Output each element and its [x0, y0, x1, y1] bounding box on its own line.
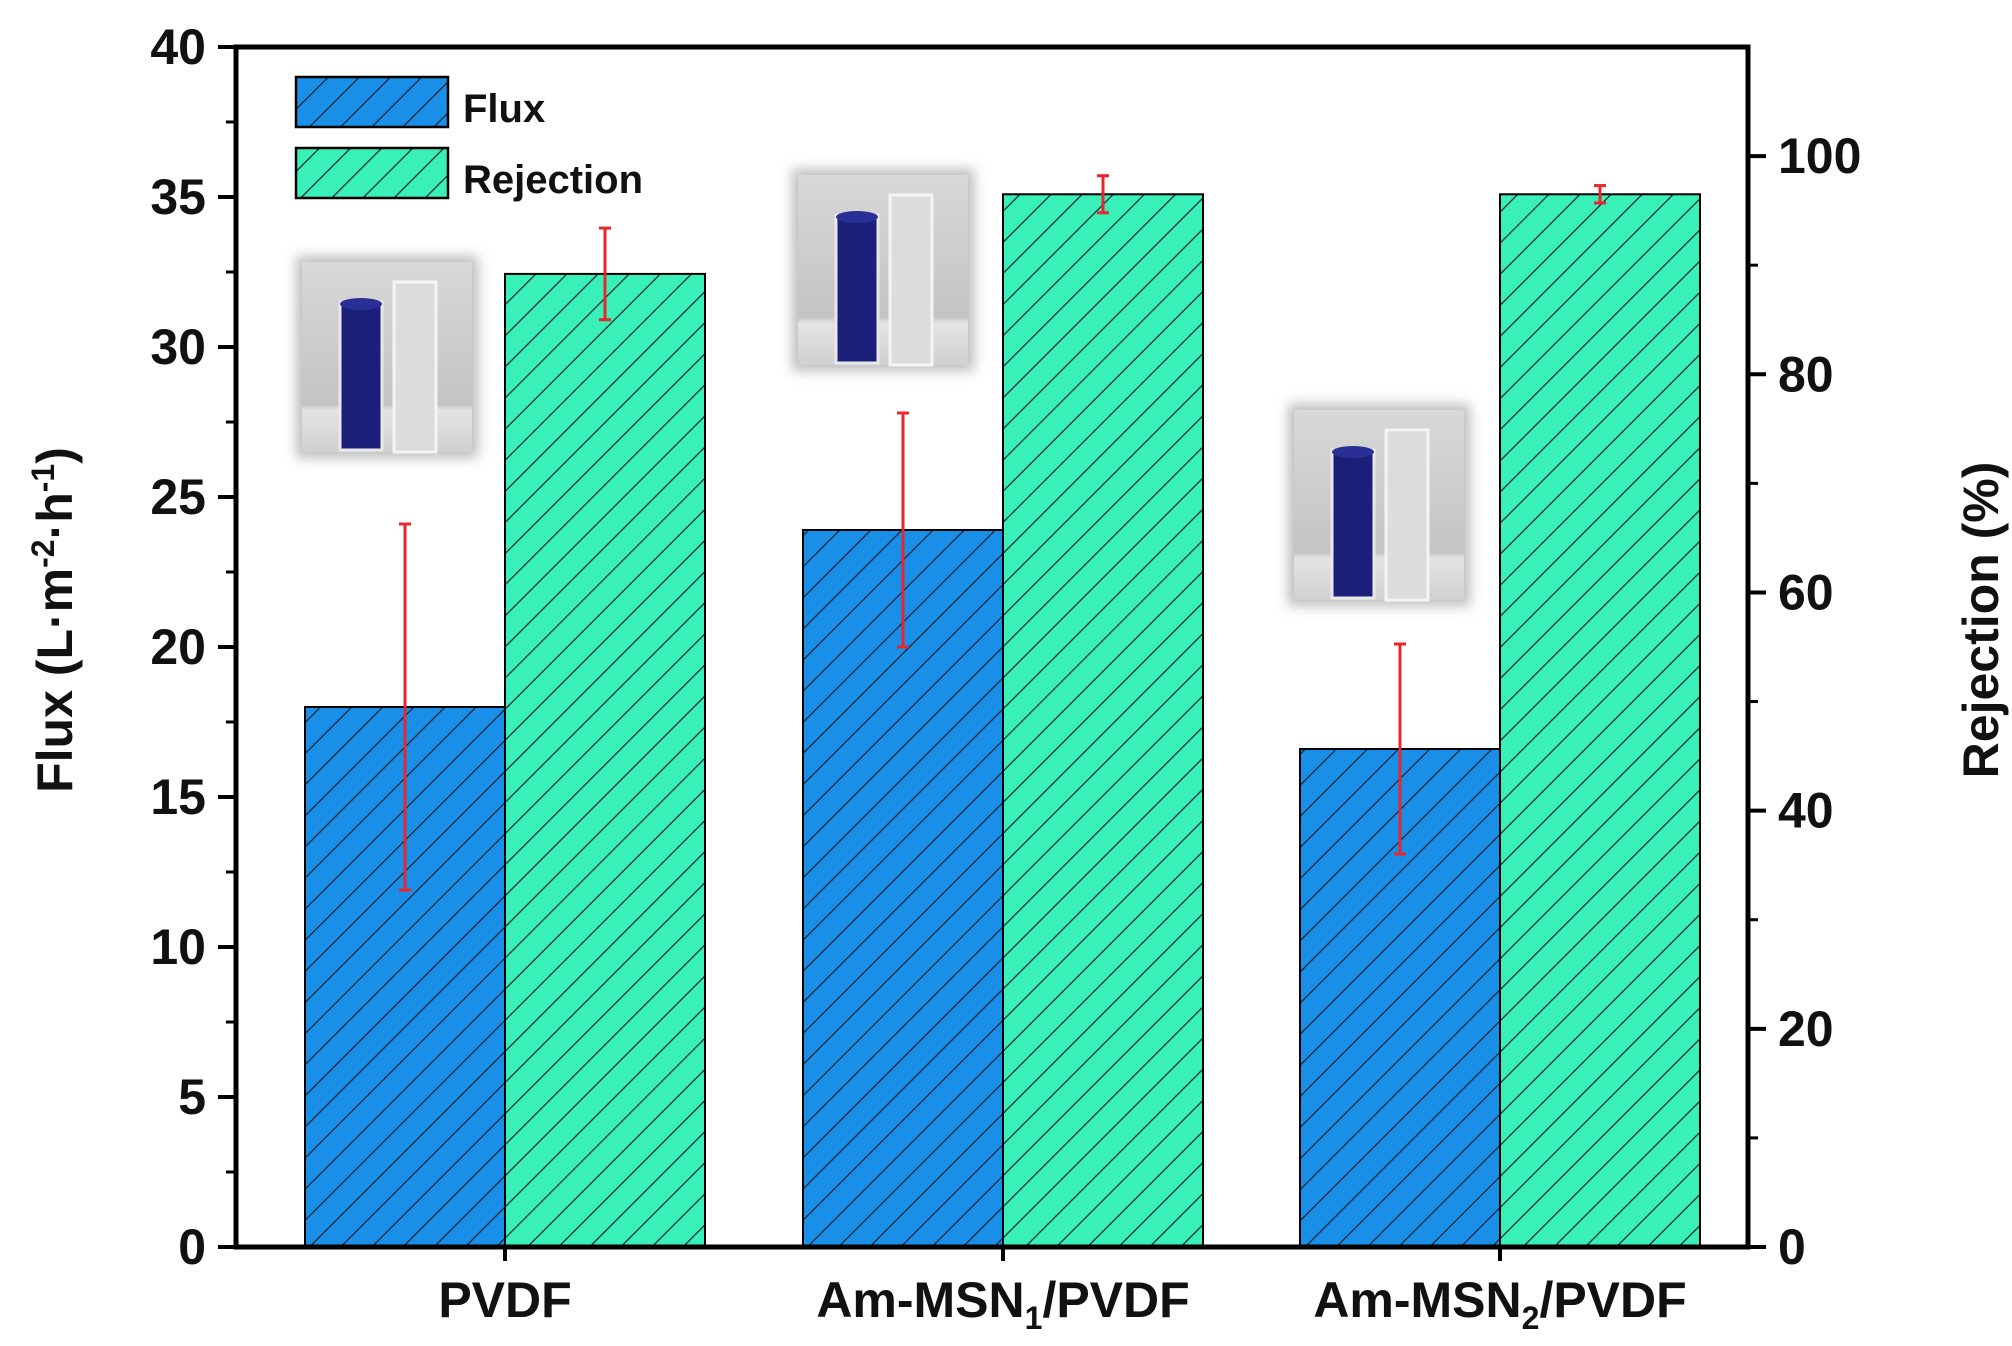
- left-tick-label: 0: [178, 1219, 206, 1275]
- rejection-error-bar-2: [1097, 174, 1109, 215]
- left-tick-label: 30: [150, 319, 206, 375]
- left-tick-label: 35: [150, 169, 206, 225]
- flux-error-bar-1: [399, 522, 411, 892]
- flux-error-bar-3: [1394, 642, 1406, 856]
- left-tick-label: 10: [150, 919, 206, 975]
- left-tick-label: 15: [150, 769, 206, 825]
- left-axis-title: Flux (L·m-2·h-1): [25, 447, 83, 793]
- x-tick-label-3: Am-MSN2/PVDF: [1313, 1272, 1686, 1336]
- legend-label-rejection: Rejection: [463, 158, 643, 202]
- x-tick-label-1: PVDF: [438, 1272, 571, 1328]
- right-axis-title: Rejection (%): [1953, 462, 2009, 779]
- x-tick-label-2: Am-MSN1/PVDF: [816, 1272, 1189, 1336]
- right-tick-label: 40: [1778, 783, 1834, 839]
- cuvette-photo-inset: [792, 169, 974, 371]
- legend-swatch-flux: [294, 75, 450, 129]
- left-tick-label: 5: [178, 1069, 206, 1125]
- left-tick-label: 25: [150, 469, 206, 525]
- left-tick-label: 20: [150, 619, 206, 675]
- legend-swatch-rejection: [294, 146, 450, 200]
- cuvette-photo-inset: [296, 256, 478, 458]
- rejection-bar-2: [1002, 193, 1204, 1249]
- insets-layer: [296, 169, 1470, 606]
- right-tick-label: 60: [1778, 564, 1834, 620]
- legend: Flux Rejection: [294, 75, 643, 202]
- rejection-error-bar-1: [599, 226, 611, 322]
- right-tick-label: 80: [1778, 346, 1834, 402]
- right-tick-label: 100: [1778, 128, 1861, 184]
- rejection-bar-3: [1499, 193, 1701, 1249]
- bars-layer: [304, 193, 1701, 1249]
- rejection-bar-1: [504, 272, 706, 1248]
- cuvette-photo-inset: [1288, 404, 1470, 606]
- right-tick-label: 20: [1778, 1001, 1834, 1057]
- error-bars-layer: [399, 174, 1606, 892]
- right-tick-label: 0: [1778, 1219, 1806, 1275]
- rejection-error-bar-3: [1594, 184, 1606, 205]
- legend-label-flux: Flux: [463, 87, 545, 131]
- flux-error-bar-2: [897, 411, 909, 649]
- axes-layer: 0 5 10 15 20 25 30 35 40 0 20 40 60 80 100 PVDF Am-MSN1/…: [150, 19, 1861, 1336]
- left-tick-label: 40: [150, 19, 206, 75]
- flux-bar-2: [802, 529, 1004, 1248]
